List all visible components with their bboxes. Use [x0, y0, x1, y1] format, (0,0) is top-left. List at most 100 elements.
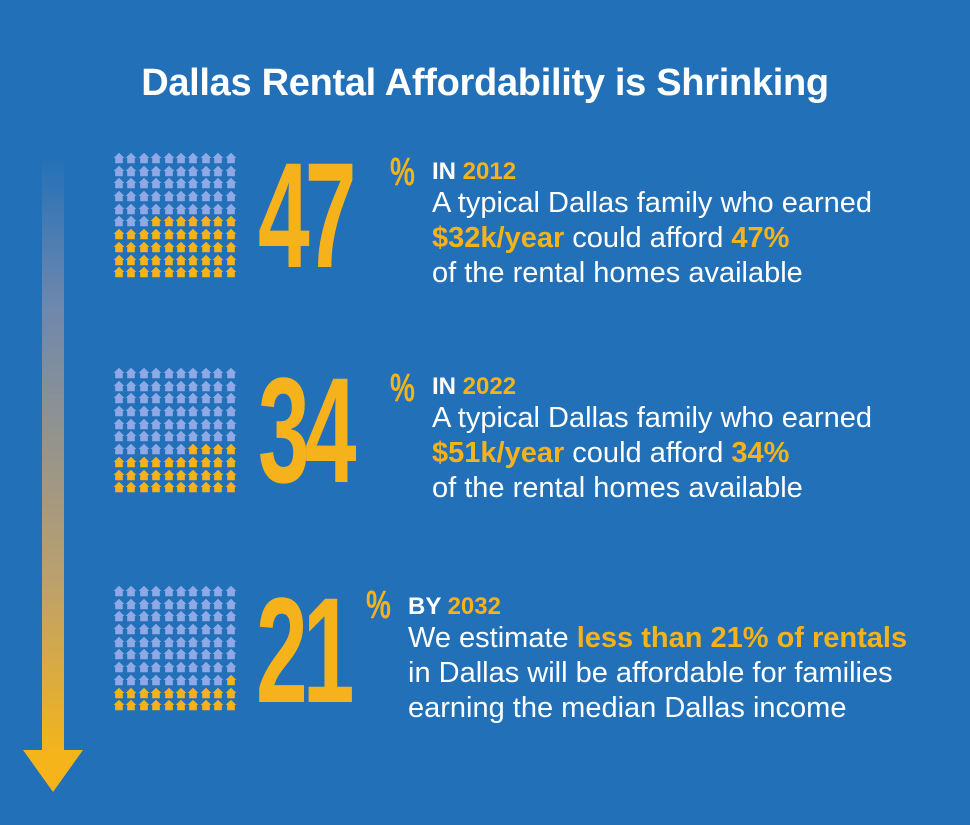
year-line-2022: IN 2022: [432, 373, 872, 401]
house-icon: [212, 598, 224, 609]
income-value: $32k/year: [432, 222, 565, 254]
house-icon: [187, 674, 199, 686]
house-icon-filled: [212, 481, 224, 493]
house-icon-filled: [187, 699, 199, 711]
description-highlight: less than 21% of rentals: [576, 622, 908, 654]
house-icon-filled: [225, 456, 236, 468]
house-icon-filled: [113, 699, 125, 711]
house-icon-filled: [212, 266, 224, 278]
house-icon: [175, 203, 187, 214]
house-icon-filled: [150, 456, 162, 468]
house-icon-filled: [212, 699, 224, 711]
house-icon-filled: [163, 266, 174, 278]
house-icon: [150, 405, 162, 417]
house-icon-filled: [163, 699, 174, 711]
house-icon-filled: [187, 456, 199, 468]
house-icon: [200, 611, 212, 622]
house-icon: [125, 178, 137, 189]
house-icon-filled: [113, 266, 125, 278]
house-icon-filled: [175, 216, 187, 227]
arrow-down-icon: [23, 750, 83, 792]
house-icon: [187, 585, 199, 597]
house-icon-filled: [200, 469, 212, 480]
house-icon-filled: [113, 687, 125, 698]
house-icon-filled: [225, 266, 236, 278]
house-icon: [212, 636, 224, 647]
house-icon-filled: [163, 241, 174, 253]
house-icon: [163, 598, 174, 609]
house-icon: [187, 431, 199, 442]
house-icon: [163, 585, 174, 597]
house-icon-filled: [125, 241, 137, 253]
house-icon-filled: [125, 481, 137, 493]
house-icon: [150, 190, 162, 202]
house-icon-filled: [187, 266, 199, 278]
house-icon: [150, 623, 162, 635]
house-icon-filled: [225, 443, 236, 455]
house-icon-filled: [175, 699, 187, 711]
house-icon-filled: [200, 443, 212, 455]
house-icon-filled: [163, 228, 174, 240]
house-icon: [175, 380, 187, 391]
house-icon-filled: [113, 456, 125, 468]
house-icon: [200, 623, 212, 635]
house-icon: [150, 393, 162, 404]
house-icon: [175, 674, 187, 686]
description-mid: could afford: [564, 222, 732, 254]
house-icon: [113, 203, 125, 214]
house-icon: [175, 431, 187, 442]
house-icon: [163, 203, 174, 214]
house-icon: [125, 380, 137, 391]
house-icon: [138, 203, 150, 214]
house-icon: [113, 190, 125, 202]
house-icon: [125, 418, 137, 429]
description-line-1: A typical Dallas family who earned: [432, 187, 873, 219]
house-icon: [113, 165, 125, 176]
house-icon-filled: [187, 481, 199, 493]
house-icon: [125, 431, 137, 442]
house-icon: [200, 661, 212, 673]
house-icon: [150, 380, 162, 391]
house-icon: [212, 165, 224, 176]
house-icon-filled: [175, 228, 187, 240]
house-icon: [163, 380, 174, 391]
house-icon-filled: [175, 456, 187, 468]
house-icon: [113, 623, 125, 635]
house-icon-filled: [138, 228, 150, 240]
house-icon: [187, 623, 199, 635]
house-icon: [200, 190, 212, 202]
house-icon-filled: [225, 254, 236, 265]
house-icon: [225, 611, 236, 622]
income-value: $51k/year: [432, 437, 565, 469]
house-icon: [212, 367, 224, 379]
house-icon-filled: [175, 266, 187, 278]
house-icon-filled: [150, 687, 162, 698]
page-title: Dallas Rental Affordability is Shrinking: [141, 62, 829, 104]
house-icon: [212, 623, 224, 635]
house-icon: [150, 152, 162, 164]
house-icon: [212, 649, 224, 660]
house-icon: [163, 623, 174, 635]
house-icon: [150, 165, 162, 176]
house-icon-filled: [225, 699, 236, 711]
house-icon-filled: [187, 469, 199, 480]
house-icon: [150, 418, 162, 429]
house-icon: [212, 418, 224, 429]
house-icon-filled: [138, 266, 150, 278]
house-icon: [113, 405, 125, 417]
house-icon: [163, 636, 174, 647]
house-icon-filled: [150, 216, 162, 227]
house-icon-filled: [113, 228, 125, 240]
house-icon: [113, 443, 125, 455]
house-icon: [138, 178, 150, 189]
house-icon: [125, 405, 137, 417]
house-icon-filled: [125, 266, 137, 278]
house-icon-filled: [187, 241, 199, 253]
description-mid: could afford: [564, 437, 732, 469]
percent-sign-2022: %: [390, 366, 415, 410]
house-icon-filled: [212, 241, 224, 253]
house-icon-filled: [138, 456, 150, 468]
percent-sign-2032: %: [366, 583, 391, 627]
house-icon: [225, 598, 236, 609]
house-icon: [225, 393, 236, 404]
